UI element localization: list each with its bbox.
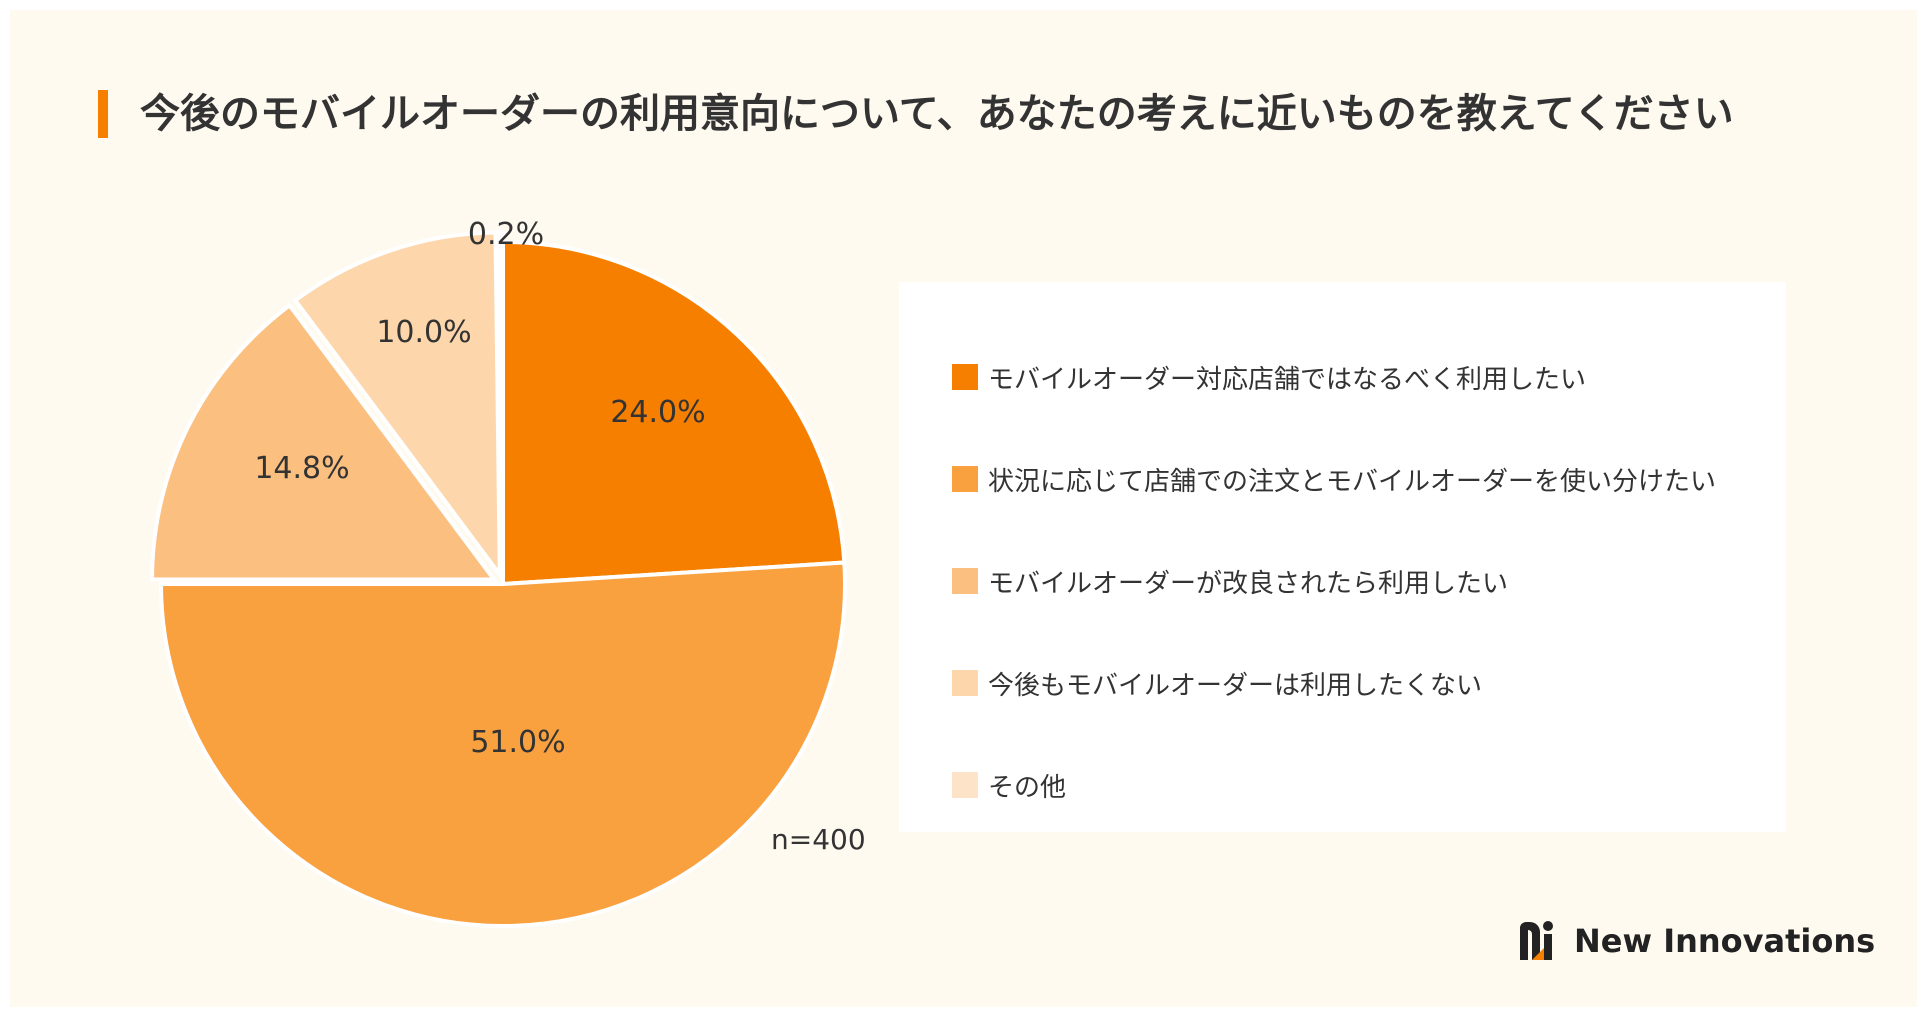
chart-title: 今後のモバイルオーダーの利用意向について、あなたの考えに近いものを教えてください — [140, 91, 1734, 137]
pie-value-label-5: 0.2% — [468, 217, 544, 252]
brand-logo: New Innovations — [1518, 920, 1875, 962]
legend-swatch — [952, 670, 978, 696]
pie-slice-4 — [292, 230, 502, 581]
legend-item-2: 状況に応じて店舗での注文とモバイルオーダーを使い分けたい — [952, 459, 1716, 499]
legend: モバイルオーダー対応店舗ではなるべく利用したい状況に応じて店舗での注文とモバイル… — [899, 282, 1786, 832]
brand-name: New Innovations — [1574, 922, 1876, 960]
legend-item-1: モバイルオーダー対応店舗ではなるべく利用したい — [952, 357, 1586, 397]
pie-slice-3 — [150, 302, 499, 582]
legend-swatch — [952, 568, 978, 594]
legend-label: モバイルオーダーが改良されたら利用したい — [988, 568, 1509, 599]
pie-slice-1 — [501, 239, 847, 587]
title-accent-bar — [98, 90, 108, 138]
legend-label: その他 — [988, 772, 1067, 803]
legend-label: 今後もモバイルオーダーは利用したくない — [988, 670, 1483, 701]
legend-item-3: モバイルオーダーが改良されたら利用したい — [952, 561, 1508, 601]
legend-label: 状況に応じて店舗での注文とモバイルオーダーを使い分けたい — [988, 466, 1717, 497]
legend-label: モバイルオーダー対応店舗ではなるべく利用したい — [988, 364, 1587, 395]
legend-swatch — [952, 364, 978, 390]
pie-slice-5 — [496, 229, 505, 575]
sample-size-label: n=400 — [771, 823, 866, 856]
pie-value-label-2: 51.0% — [470, 725, 565, 760]
pie-value-label-3: 14.8% — [254, 451, 349, 486]
pie-value-label-1: 24.0% — [610, 395, 705, 430]
legend-swatch — [952, 466, 978, 492]
brand-mark-icon — [1520, 921, 1553, 960]
pie-value-label-4: 10.0% — [376, 315, 471, 350]
pie-slice-2 — [158, 560, 847, 928]
legend-item-4: 今後もモバイルオーダーは利用したくない — [952, 663, 1482, 703]
legend-swatch — [952, 772, 978, 798]
legend-item-5: その他 — [952, 765, 1066, 805]
